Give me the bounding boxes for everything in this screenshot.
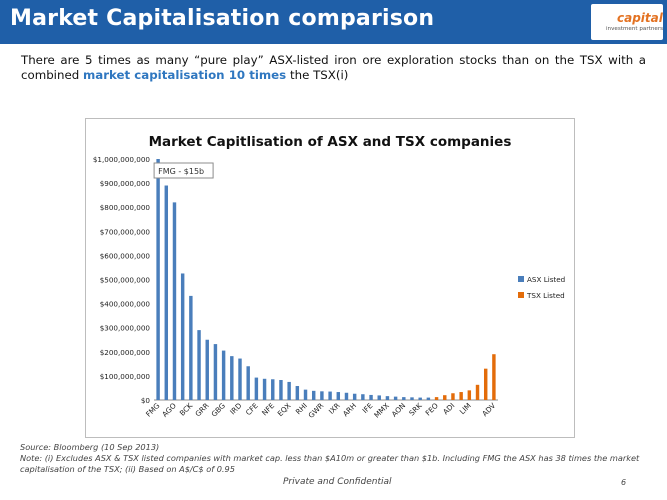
bar [279,380,283,400]
intro-text-end: the TSX(i) [286,68,349,82]
source-note: Source: Bloomberg (10 Sep 2013) [20,442,160,452]
footer-notes: Source: Bloomberg (10 Sep 2013) Note: (i… [20,442,650,475]
bar [402,397,406,400]
x-tick-label: NFE [260,401,277,418]
bar [303,389,308,400]
x-tick-label: AGO [160,401,178,419]
bar [426,397,431,400]
bar [246,366,250,400]
page-title: Market Capitalisation comparison [10,6,435,31]
x-tick-label: IRD [228,401,244,417]
logo-tagline: investment partners [606,26,664,32]
bar [377,395,381,400]
bar [475,384,480,400]
bar [320,391,324,400]
y-tick-label: $900,000,000 [100,179,151,188]
intro-text: There are 5 times as many “pure play” AS… [21,53,646,82]
y-tick-label: $0 [141,396,151,405]
legend-label: TSX Listed [526,291,565,300]
bar [254,377,259,400]
header-bar: Market Capitalisation comparison [0,0,667,44]
intro-paragraph: There are 5 times as many “pure play” AS… [21,53,646,83]
x-tick-label: BCK [178,401,195,418]
x-tick-label: LIM [458,401,473,416]
bar [180,273,185,400]
fmg-annotation: FMG - $15b [158,167,204,176]
intro-highlight: market capitalisation 10 times [82,68,287,82]
x-tick-label: ADV [480,401,497,418]
bar [262,378,267,400]
bar [434,397,439,400]
x-tick-label: EQX [275,401,292,418]
legend-swatch [518,292,524,298]
bar [213,344,218,400]
chart-title: Market Capitlisation of ASX and TSX comp… [149,134,512,150]
bar [393,396,398,400]
bar [483,368,488,400]
y-tick-label: $300,000,000 [100,324,151,333]
bar [336,392,341,400]
annotation-box [153,162,214,179]
bar [230,356,234,400]
y-tick-label: $200,000,000 [100,348,151,357]
x-tick-label: MMX [372,401,391,420]
y-tick-label: $500,000,000 [100,276,151,285]
legend-label: ASX Listed [527,275,565,284]
x-tick-label: ADI [441,401,456,416]
bar [311,390,316,400]
confidential-label: Private and Confidential [283,477,392,487]
x-tick-label: SRK [407,401,424,418]
x-tick-label: GWR [306,401,325,420]
bar [295,386,300,400]
bar [164,185,169,400]
bar [205,339,209,400]
chart-container: Market Capitlisation of ASX and TSX comp… [85,118,575,438]
bar [344,392,349,400]
bar [361,394,365,400]
x-tick-label: ARH [341,401,358,418]
bar [271,379,275,400]
bar [189,295,193,400]
x-tick-label: GBG [209,401,227,419]
bar [451,393,455,400]
bar [156,159,160,400]
bar [328,391,332,400]
bar [238,358,242,400]
bar [418,397,422,400]
company-logo [591,4,663,40]
bar [459,392,463,400]
bar [410,397,414,400]
bar [221,350,226,400]
bar [197,330,201,400]
y-tick-label: $600,000,000 [100,251,151,260]
bar [443,395,447,400]
y-tick-label: $400,000,000 [100,300,151,309]
bar [287,381,291,400]
market-cap-chart: Market Capitlisation of ASX and TSX comp… [93,134,565,420]
logo-wordmark: capital [617,11,663,25]
bar [172,202,177,400]
x-tick-label: AON [390,401,408,419]
y-tick-label: $800,000,000 [100,203,151,212]
bar [492,354,496,400]
y-tick-label: $100,000,000 [100,372,151,381]
page-number: 6 [621,478,627,487]
bar [385,396,390,400]
x-tick-label: CFE [244,401,260,417]
bar [352,393,357,400]
y-tick-label: $700,000,000 [100,227,151,236]
bar [467,390,472,400]
bar [369,394,373,400]
x-tick-label: IXR [327,401,342,416]
exclusion-note: Note: (i) Excludes ASX & TSX listed comp… [20,453,640,474]
x-tick-label: GRR [193,401,210,418]
legend-swatch [518,276,524,282]
y-tick-label: $1,000,000,000 [93,155,151,164]
x-tick-label: FEO [423,401,440,418]
